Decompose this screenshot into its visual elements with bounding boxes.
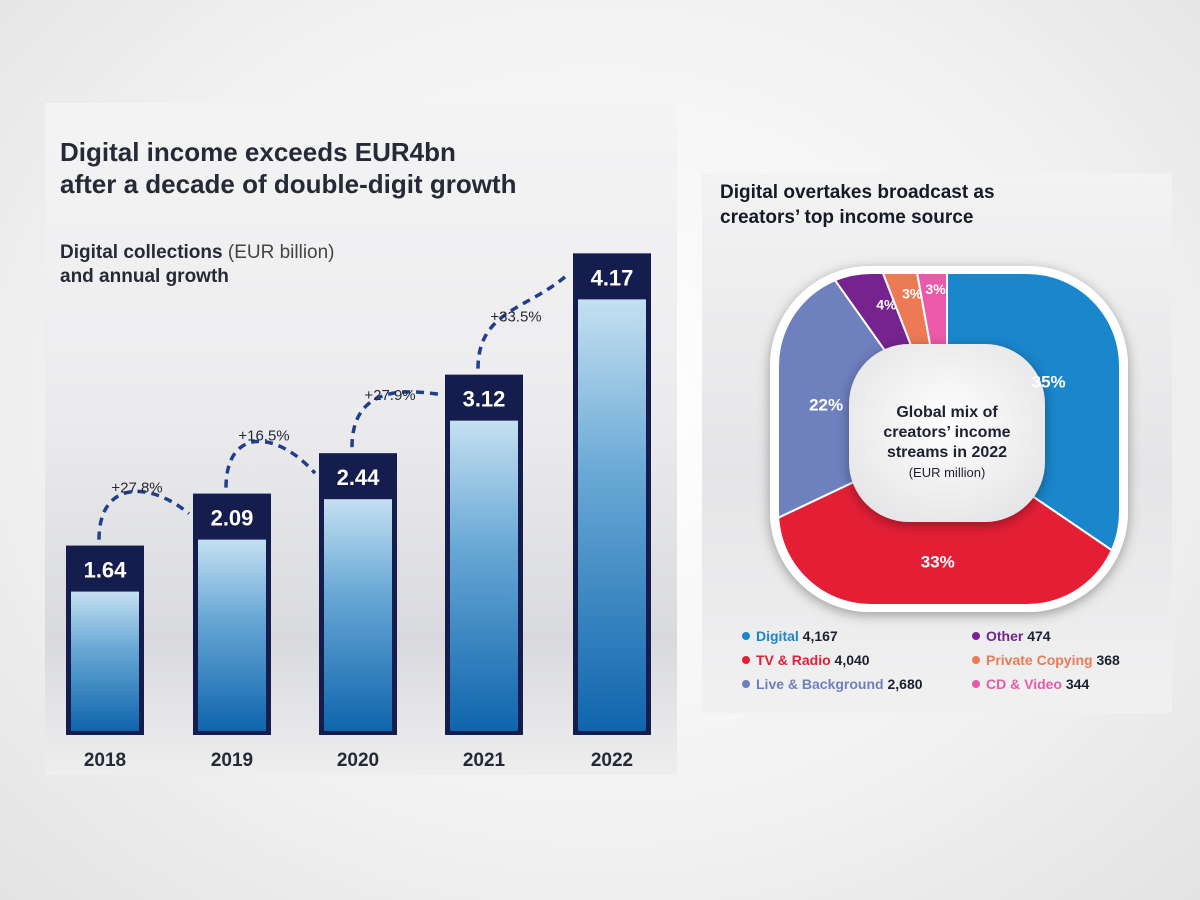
bar-chart-title: Digital income exceeds EUR4bn after a de…: [60, 136, 660, 200]
bar-chart: 1.64 2018 2.09 2019 2.44 2020 3.12 2021 4.17 2022…: [66, 253, 651, 771]
bar-value-label: 3.12: [463, 387, 506, 412]
bar: [324, 499, 392, 731]
pie-slice: [779, 436, 1119, 604]
x-tick-label: 2022: [591, 750, 633, 771]
bar-value-label: 2.09: [211, 506, 254, 531]
bar-chart-title-line1: Digital income exceeds EUR4bn: [60, 137, 456, 167]
bar-value-label: 1.64: [84, 558, 128, 583]
bar-value-label: 4.17: [591, 265, 634, 290]
legend-dot-icon: [972, 656, 980, 664]
legend-dot-icon: [972, 632, 980, 640]
subtitle-bold2: and annual growth: [60, 266, 229, 287]
bar-chart-subtitle: Digital collections (EUR billion) and an…: [60, 241, 460, 289]
legend-label: Live & Background: [756, 676, 884, 692]
legend-item: Private Copying 368: [972, 652, 1120, 668]
bar: [71, 591, 139, 731]
pie-percent-label: 33%: [921, 553, 955, 572]
legend-dot-icon: [972, 680, 980, 688]
legend-value: 4,167: [798, 628, 838, 644]
legend-value: 368: [1092, 652, 1120, 668]
x-tick-label: 2018: [84, 750, 126, 771]
center-text-line2: creators’ income: [883, 424, 1010, 441]
bar-value-label: 2.44: [337, 465, 381, 490]
bar-chart-title-line2: after a decade of double-digit growth: [60, 169, 517, 199]
growth-arc: [350, 390, 442, 448]
legend-item: CD & Video 344: [972, 676, 1089, 692]
bar: [198, 539, 266, 731]
growth-label: +27.9%: [364, 387, 415, 404]
legend-value: 4,040: [830, 652, 870, 668]
legend-item: Live & Background 2,680: [742, 676, 923, 692]
center-text-line4: (EUR million): [909, 465, 986, 480]
subtitle-bold1: Digital collections: [60, 242, 223, 263]
pie-chart-title-line1: Digital overtakes broadcast as: [720, 182, 995, 203]
pie-legend: Digital 4,167 TV & Radio 4,040 Live & Back…: [742, 628, 1162, 698]
growth-arc: [224, 439, 317, 488]
center-text-line1: Global mix of: [896, 404, 998, 421]
pie-percent-label: 22%: [809, 396, 843, 415]
legend-item: TV & Radio 4,040: [742, 652, 870, 668]
growth-label: +27.8%: [111, 480, 162, 497]
legend-label: Private Copying: [986, 652, 1093, 668]
bar: [450, 420, 518, 731]
legend-dot-icon: [742, 656, 750, 664]
legend-label: TV & Radio: [756, 652, 831, 668]
x-tick-label: 2019: [211, 750, 253, 771]
legend-value: 2,680: [883, 676, 923, 692]
pie-percent-label: 3%: [925, 281, 946, 297]
legend-dot-icon: [742, 680, 750, 688]
legend-item: Digital 4,167: [742, 628, 838, 644]
legend-value: 344: [1061, 676, 1090, 692]
x-tick-label: 2021: [463, 750, 506, 771]
legend-label: Other: [986, 628, 1024, 644]
pie-percent-label: 35%: [1032, 373, 1066, 392]
legend-dot-icon: [742, 632, 750, 640]
pie-center-hole: [849, 344, 1045, 522]
subtitle-unit: (EUR billion): [222, 242, 335, 263]
legend-label: Digital: [756, 628, 799, 644]
growth-label: +33.5%: [490, 309, 541, 326]
pie-chart-title: Digital overtakes broadcast as creators’…: [720, 180, 1160, 230]
growth-arc: [476, 272, 571, 369]
pie-slice: [946, 274, 1119, 586]
growth-arc: [97, 489, 191, 540]
center-text-line3: streams in 2022: [887, 444, 1007, 461]
bar: [578, 299, 646, 731]
legend-label: CD & Video: [986, 676, 1062, 692]
growth-label: +16.5%: [238, 428, 289, 445]
pie-chart-title-line2: creators’ top income source: [720, 207, 974, 228]
legend-value: 474: [1023, 628, 1051, 644]
x-tick-label: 2020: [337, 750, 379, 771]
pie-percent-label: 4%: [876, 297, 897, 313]
legend-item: Other 474: [972, 628, 1051, 644]
pie-percent-label: 3%: [902, 286, 923, 302]
